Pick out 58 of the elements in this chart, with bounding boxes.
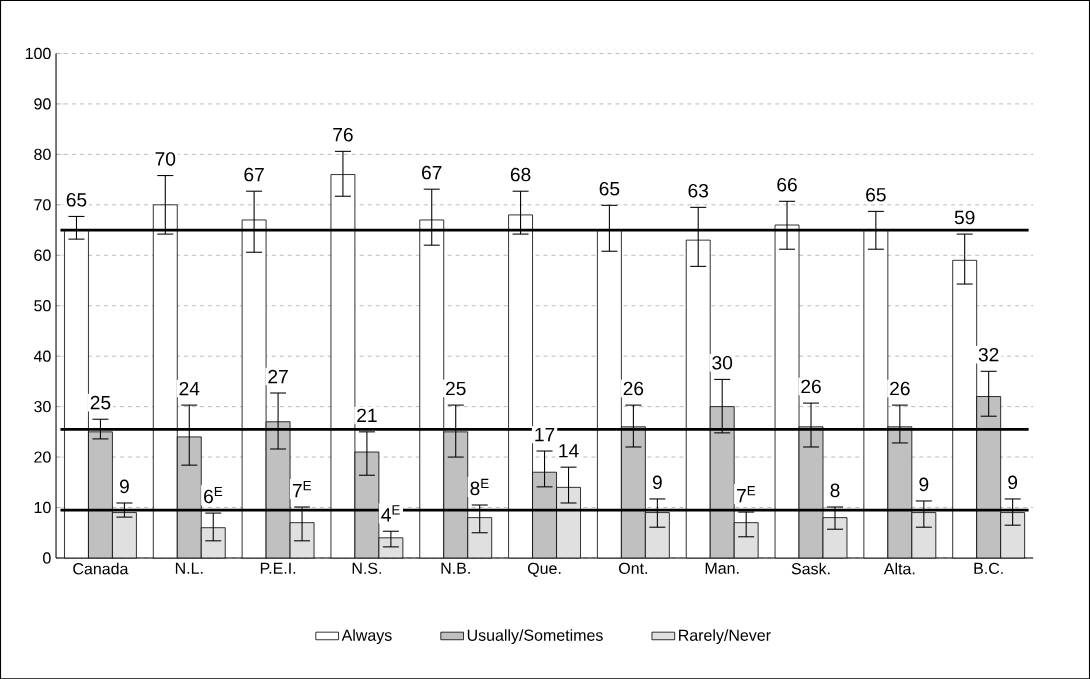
y-tick-label: 20 [34, 451, 51, 463]
legend-label: Usually/Sometimes [467, 628, 603, 644]
data-label: 32 [978, 347, 999, 362]
data-label: 9 [919, 477, 929, 491]
data-label: 9 [652, 475, 662, 489]
x-tick-label: P.E.I. [260, 562, 296, 574]
data-label: 26 [623, 381, 644, 396]
x-tick-label: N.B. [441, 562, 470, 574]
data-label: 27 [268, 369, 288, 383]
x-tick-label: B.C. [974, 562, 1003, 574]
data-label: 17 [535, 427, 555, 441]
data-label: 68 [510, 167, 531, 182]
data-label: 21 [357, 408, 377, 422]
y-tick-label: 100 [25, 47, 51, 59]
data-label: 63 [688, 183, 709, 198]
data-label: 66 [777, 177, 797, 192]
data-label: 70 [155, 151, 176, 166]
y-tick-label: 60 [34, 249, 51, 261]
data-label: 14 [559, 443, 579, 458]
x-tick-label: Que. [527, 562, 561, 577]
data-label: 65 [866, 187, 886, 202]
data-label: 26 [890, 381, 910, 396]
y-tick-label: 10 [34, 501, 51, 513]
x-tick-label: Canada [73, 562, 129, 575]
y-tick-label: 80 [34, 148, 51, 160]
x-tick-label: Ont. [619, 562, 648, 574]
x-tick-label: Man. [705, 562, 739, 574]
data-label: 25 [90, 395, 111, 410]
legend-label: Rarely/Never [679, 628, 771, 644]
data-label: 67 [422, 165, 442, 180]
data-label: 24 [179, 381, 200, 396]
y-tick-label: 70 [34, 198, 51, 211]
data-label: 59 [954, 210, 975, 225]
data-label: 9 [1008, 475, 1018, 489]
data-label: 6$^{E}$ [204, 486, 223, 504]
x-tick-label: N.S. [352, 562, 381, 574]
legend-label: Always [341, 628, 392, 644]
data-label: 4$^{E}$ [381, 505, 400, 522]
y-tick-label: 50 [34, 299, 51, 312]
data-label: 76 [333, 127, 353, 142]
y-tick-label: 0 [43, 552, 51, 564]
data-label: 8 [830, 483, 840, 497]
x-tick-label: Alta. [883, 562, 915, 575]
data-label: 30 [712, 355, 733, 370]
y-tick-label: 40 [33, 350, 51, 362]
data-label: 25 [446, 381, 466, 396]
x-tick-label: Sask. [791, 562, 830, 575]
data-label: 67 [244, 167, 264, 182]
y-tick-label: 30 [34, 400, 51, 413]
data-label: 65 [599, 181, 620, 196]
x-tick-label: N.L. [175, 562, 203, 574]
data-label: 7$^{E}$ [737, 485, 756, 503]
data-label: 7$^{E}$ [292, 480, 311, 497]
data-label: 65 [66, 192, 87, 207]
data-label: 8$^{E}$ [470, 478, 489, 495]
data-label: 9 [119, 479, 129, 493]
data-label: 26 [801, 379, 821, 394]
y-tick-label: 90 [34, 98, 51, 110]
